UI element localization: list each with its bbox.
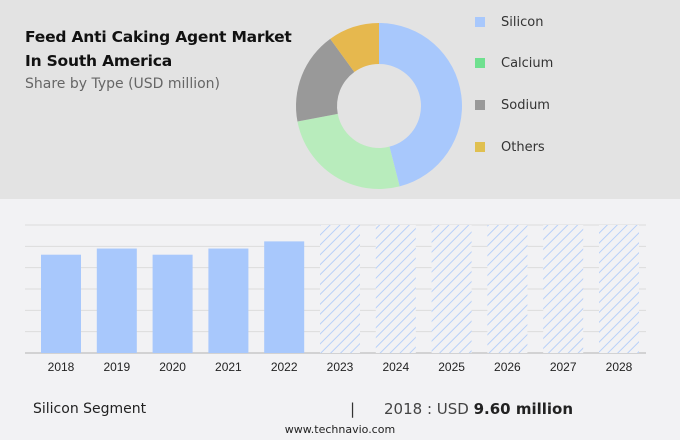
legend-item-calcium: Calcium bbox=[475, 53, 553, 73]
segment-label: Silicon Segment bbox=[33, 401, 147, 417]
chart-subtitle: Share by Type (USD million) bbox=[25, 76, 221, 92]
x-axis-label: 2027 bbox=[549, 360, 577, 374]
x-axis-label: 2020 bbox=[159, 360, 186, 374]
x-axis-label: 2018 bbox=[47, 360, 75, 374]
x-axis-label: 2021 bbox=[215, 360, 242, 374]
legend-label: Others bbox=[501, 139, 545, 155]
forecast-bar-2023 bbox=[320, 225, 360, 353]
segment-value: 2018 : USD 9.60 million bbox=[384, 400, 573, 418]
x-axis-label: 2022 bbox=[270, 360, 298, 374]
x-axis-label: 2025 bbox=[438, 360, 465, 374]
donut-slice-sodium bbox=[296, 38, 355, 122]
value-amount: 9.60 million bbox=[473, 400, 574, 418]
legend-swatch-icon bbox=[475, 58, 485, 68]
x-axis-label: 2019 bbox=[103, 360, 131, 374]
legend-item-silicon: Silicon bbox=[475, 12, 543, 32]
title-line-1: Feed Anti Caking Agent Market bbox=[25, 28, 292, 46]
footer-separator: | bbox=[350, 400, 356, 418]
bar-2018 bbox=[41, 254, 81, 353]
forecast-bar-2028 bbox=[599, 225, 639, 353]
forecast-bar-2024 bbox=[375, 225, 416, 353]
donut-chart bbox=[296, 23, 462, 189]
donut-slice-calcium bbox=[297, 113, 400, 189]
bar-2022 bbox=[264, 241, 305, 353]
bar-2019 bbox=[96, 248, 137, 353]
forecast-bar-2025 bbox=[431, 225, 472, 353]
bar-2020 bbox=[152, 254, 193, 353]
donut-slice-silicon bbox=[379, 23, 462, 187]
value-prefix: 2018 : USD bbox=[384, 400, 474, 418]
source-url: www.technavio.com bbox=[284, 423, 396, 436]
legend-label: Calcium bbox=[501, 55, 554, 71]
x-axis-label: 2028 bbox=[605, 360, 633, 374]
donut-slice-others bbox=[330, 23, 379, 73]
legend-swatch-icon bbox=[475, 17, 485, 27]
legend-item-others: Others bbox=[475, 137, 545, 157]
legend-swatch-icon bbox=[475, 100, 485, 110]
x-axis-label: 2026 bbox=[494, 360, 521, 374]
title-line-2: In South America bbox=[25, 52, 172, 70]
bar-2021 bbox=[208, 248, 249, 353]
forecast-bar-2027 bbox=[543, 225, 584, 353]
x-axis-label: 2024 bbox=[382, 360, 410, 374]
chart-title: Feed Anti Caking Agent Market In South A… bbox=[25, 25, 292, 73]
forecast-bar-2026 bbox=[487, 225, 528, 353]
legend-item-sodium: Sodium bbox=[475, 95, 550, 115]
legend-label: Silicon bbox=[501, 14, 544, 30]
x-axis-label: 2023 bbox=[326, 360, 354, 374]
bar-chart bbox=[25, 224, 646, 354]
legend-label: Sodium bbox=[501, 97, 550, 113]
legend-swatch-icon bbox=[475, 142, 485, 152]
